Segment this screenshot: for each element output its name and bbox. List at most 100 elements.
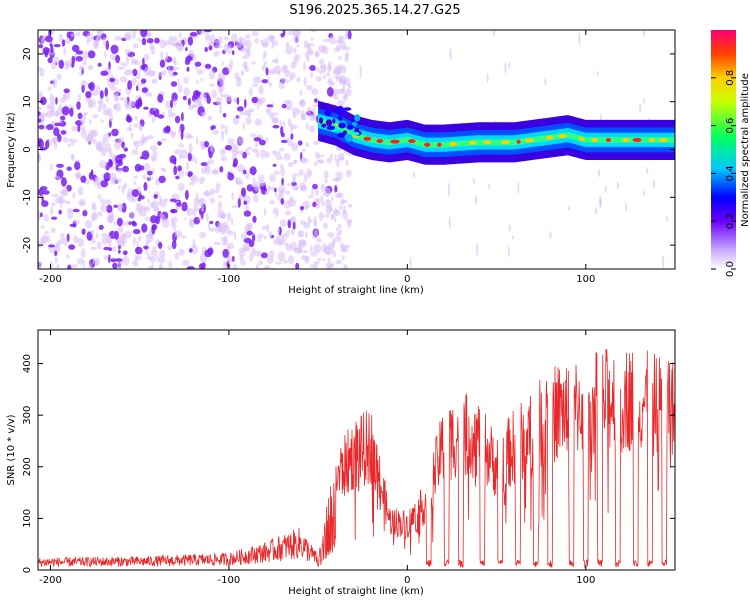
noise-blob	[109, 113, 114, 123]
noise-blob	[330, 213, 334, 220]
x-tick-label: -100	[218, 575, 241, 586]
noise-blob	[293, 34, 300, 44]
snr-y-label: SNR (10 * v/v)	[6, 414, 17, 485]
noise-blob	[71, 44, 80, 53]
noise-blob	[129, 211, 136, 220]
noise-blob	[103, 255, 109, 261]
noise-blob	[345, 169, 352, 178]
noise-blob	[335, 259, 343, 265]
noise-blob	[131, 78, 137, 86]
signal-onset-blob	[332, 118, 336, 124]
noise-blob	[117, 225, 124, 234]
signal-onset-blob	[324, 108, 332, 117]
noise-blob	[345, 159, 349, 167]
noise-blob	[274, 187, 277, 193]
noise-blob	[258, 98, 263, 106]
noise-blob	[60, 130, 67, 135]
noise-blob	[69, 223, 76, 227]
noise-blob	[262, 38, 269, 48]
signal-hotspot	[363, 136, 372, 141]
noise-blob	[82, 210, 88, 217]
noise-blob	[90, 238, 96, 244]
noise-blob	[136, 38, 141, 42]
noise-blob	[271, 117, 278, 124]
noise-blob	[297, 230, 305, 238]
noise-blob	[328, 82, 335, 87]
noise-blob	[152, 150, 158, 156]
noise-blob	[246, 146, 253, 150]
chart-title: S196.2025.365.14.27.G25	[289, 3, 460, 18]
noise-blob	[38, 106, 43, 111]
noise-blob	[341, 255, 345, 261]
signal-hotspot	[390, 139, 400, 144]
noise-blob	[283, 259, 288, 264]
noise-blob	[185, 189, 189, 200]
noise-blob	[339, 204, 343, 211]
noise-blob	[268, 186, 276, 191]
noise-blob	[102, 37, 107, 46]
noise-blob	[234, 143, 239, 151]
noise-blob	[154, 37, 160, 44]
noise-blob	[309, 65, 316, 71]
noise-blob	[220, 81, 225, 86]
noise-blob	[211, 89, 218, 99]
noise-blob	[117, 88, 122, 94]
noise-blob	[222, 113, 227, 118]
y-tick-label: 300	[22, 406, 33, 425]
noise-streak	[448, 215, 451, 230]
snr-series-line	[38, 349, 675, 569]
noise-blob	[308, 219, 313, 223]
noise-blob	[300, 157, 307, 164]
noise-blob	[56, 264, 60, 269]
noise-blob	[47, 57, 53, 64]
noise-blob	[244, 49, 250, 60]
noise-blob	[302, 250, 309, 253]
noise-blob	[257, 260, 264, 266]
noise-blob	[215, 182, 221, 190]
noise-blob	[62, 136, 69, 143]
noise-blob	[43, 213, 49, 222]
x-tick-label: -200	[39, 575, 62, 586]
noise-blob	[213, 241, 222, 246]
noise-blob	[150, 249, 158, 256]
noise-blob	[240, 47, 249, 51]
noise-blob	[227, 138, 235, 144]
signal-hotspot	[516, 139, 521, 144]
noise-blob	[323, 170, 329, 179]
noise-blob	[126, 128, 133, 132]
noise-blob	[252, 76, 259, 84]
noise-blob	[174, 115, 181, 124]
noise-blob	[138, 165, 145, 171]
noise-blob	[326, 157, 331, 164]
noise-blob	[51, 216, 58, 220]
noise-blob	[303, 61, 306, 71]
noise-blob	[95, 85, 101, 94]
noise-blob	[100, 198, 106, 204]
signal-hotspot	[376, 139, 384, 143]
noise-blob	[42, 190, 50, 195]
noise-blob	[136, 241, 139, 247]
noise-blob	[72, 208, 80, 213]
noise-blob	[68, 138, 74, 143]
noise-blob	[134, 140, 139, 150]
noise-blob	[254, 250, 263, 257]
noise-blob	[279, 163, 284, 170]
noise-blob	[219, 86, 223, 97]
noise-blob	[254, 141, 259, 148]
noise-blob	[296, 43, 300, 48]
noise-blob	[132, 236, 136, 246]
noise-blob	[174, 230, 183, 238]
noise-blob	[152, 79, 155, 84]
noise-blob	[292, 221, 296, 230]
noise-blob	[297, 140, 303, 146]
noise-blob	[237, 106, 244, 112]
noise-blob	[138, 234, 142, 242]
y-tick-label: 400	[22, 354, 33, 373]
noise-streak	[337, 153, 340, 163]
noise-blob	[263, 207, 267, 216]
noise-blob	[141, 37, 147, 46]
noise-blob	[117, 249, 121, 254]
noise-blob	[66, 253, 70, 260]
signal-onset-blob	[318, 117, 324, 124]
noise-blob	[171, 92, 178, 102]
